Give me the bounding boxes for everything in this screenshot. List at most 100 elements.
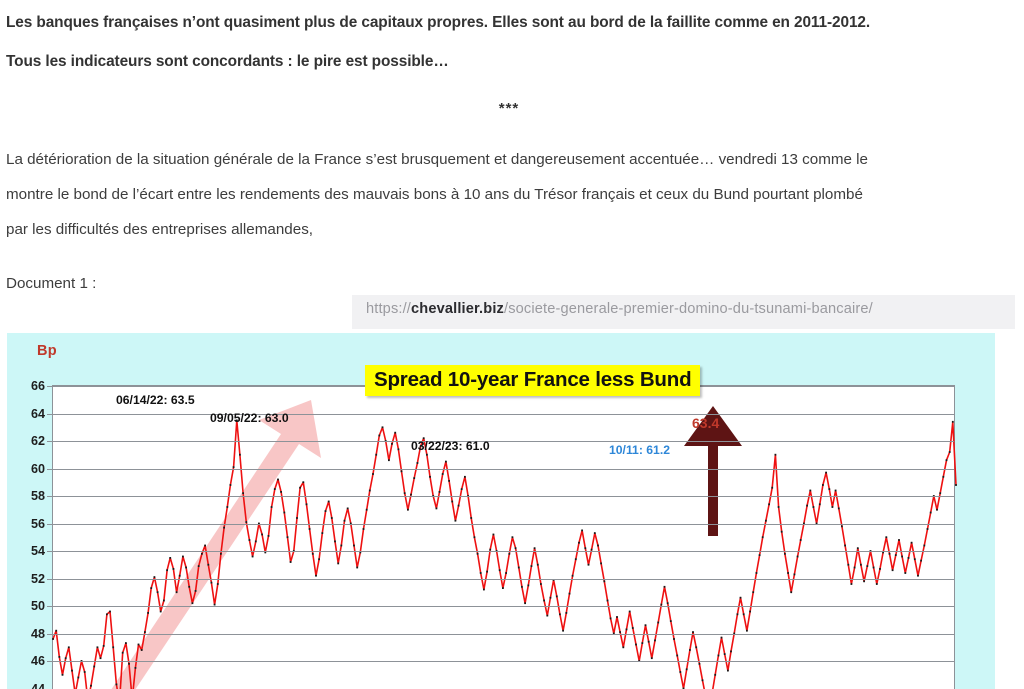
data-point-marker (536, 563, 539, 566)
y-axis-tick (47, 413, 53, 415)
data-point-marker (410, 493, 412, 496)
data-point-marker (809, 489, 812, 492)
data-point-marker (812, 506, 815, 508)
data-point-marker (562, 629, 564, 632)
data-point-marker (283, 511, 286, 514)
data-point-marker (872, 566, 875, 569)
data-point-marker (242, 492, 244, 495)
data-point-marker (144, 631, 146, 633)
data-point-marker (457, 504, 460, 507)
data-point-marker (847, 563, 850, 566)
data-point-marker (609, 617, 612, 620)
data-point-marker (885, 536, 888, 539)
data-point-marker (308, 528, 311, 530)
data-point-marker (99, 657, 102, 660)
data-point-marker (796, 555, 799, 558)
data-point-marker (64, 657, 67, 660)
article-lede-line-2: Tous les indicateurs sont concordants : … (6, 53, 449, 70)
data-point-marker (856, 547, 859, 550)
data-point-marker (774, 453, 777, 456)
data-point-marker (853, 566, 856, 569)
data-point-marker (340, 544, 343, 547)
data-point-marker (736, 613, 739, 616)
data-point-marker (232, 466, 235, 468)
data-point-marker (568, 592, 571, 595)
annotation-2022-06-14: 06/14/22: 63.5 (116, 393, 195, 407)
data-point-marker (448, 480, 450, 482)
data-point-marker (730, 650, 732, 653)
gridline (47, 578, 954, 580)
data-point-marker (951, 420, 954, 423)
y-axis-tick-label: 50 (30, 599, 45, 613)
data-point-marker (502, 587, 504, 589)
data-point-marker (559, 613, 561, 616)
data-point-marker (112, 646, 115, 649)
data-point-marker (552, 579, 555, 581)
data-point-marker (229, 484, 232, 486)
data-point-marker (479, 572, 482, 574)
data-point-marker (327, 500, 330, 503)
article-paragraph-line-1: La détérioration de la situation général… (6, 151, 868, 168)
data-point-marker (831, 506, 834, 508)
data-point-marker (574, 558, 577, 561)
data-point-marker (761, 536, 764, 539)
data-point-marker (587, 563, 590, 566)
gridline (47, 441, 954, 442)
y-axis-tick-label: 62 (30, 434, 45, 448)
chart-series-line (52, 419, 957, 689)
data-point-marker (61, 673, 64, 676)
data-point-marker (841, 525, 843, 528)
data-point-marker (83, 671, 86, 673)
y-axis-tick (47, 523, 53, 525)
spread-line-markers (52, 419, 957, 689)
y-axis-tick-label: 64 (30, 406, 45, 421)
data-point-marker (223, 526, 225, 529)
data-point-marker (625, 628, 628, 631)
data-point-marker (438, 491, 441, 493)
data-point-marker (207, 563, 210, 566)
data-point-marker (622, 646, 625, 649)
data-point-marker (685, 668, 688, 671)
gridline (47, 633, 954, 635)
data-point-marker (910, 541, 913, 544)
data-point-marker (381, 426, 384, 429)
data-point-marker (929, 511, 932, 514)
article-paragraph-line-3: par les difficultés des entreprises alle… (6, 221, 314, 238)
data-point-marker (372, 473, 374, 475)
data-point-marker (578, 541, 580, 544)
url-host: chevallier.biz (411, 301, 504, 317)
data-point-marker (426, 453, 428, 456)
data-point-marker (787, 572, 789, 574)
data-point-marker (261, 533, 263, 536)
gridline (47, 661, 954, 662)
data-point-marker (204, 544, 206, 547)
data-point-marker (727, 669, 729, 672)
annotation-2022-09-05: 09/05/22: 63.0 (210, 411, 289, 425)
data-point-marker (460, 488, 463, 490)
data-point-marker (102, 645, 105, 647)
data-point-marker (473, 536, 476, 539)
data-point-marker (400, 470, 403, 473)
data-point-marker (182, 555, 184, 558)
data-point-marker (451, 500, 454, 503)
data-point-marker (860, 563, 862, 566)
data-point-marker (235, 419, 238, 422)
data-point-marker (875, 583, 878, 585)
data-point-marker (251, 555, 254, 558)
data-point-marker (273, 488, 276, 490)
data-point-marker (140, 649, 143, 651)
data-point-marker (644, 624, 647, 627)
data-point-marker (742, 613, 745, 616)
y-axis-tick (47, 496, 53, 497)
data-point-marker (682, 687, 685, 689)
data-point-marker (692, 631, 694, 633)
gridline (47, 523, 954, 525)
data-point-marker (248, 539, 251, 541)
data-point-marker (375, 453, 378, 456)
data-point-marker (305, 503, 308, 506)
data-point-marker (723, 653, 726, 655)
data-point-marker (508, 552, 511, 555)
data-point-marker (894, 554, 897, 556)
data-point-marker (311, 552, 314, 555)
data-point-marker (115, 683, 118, 686)
